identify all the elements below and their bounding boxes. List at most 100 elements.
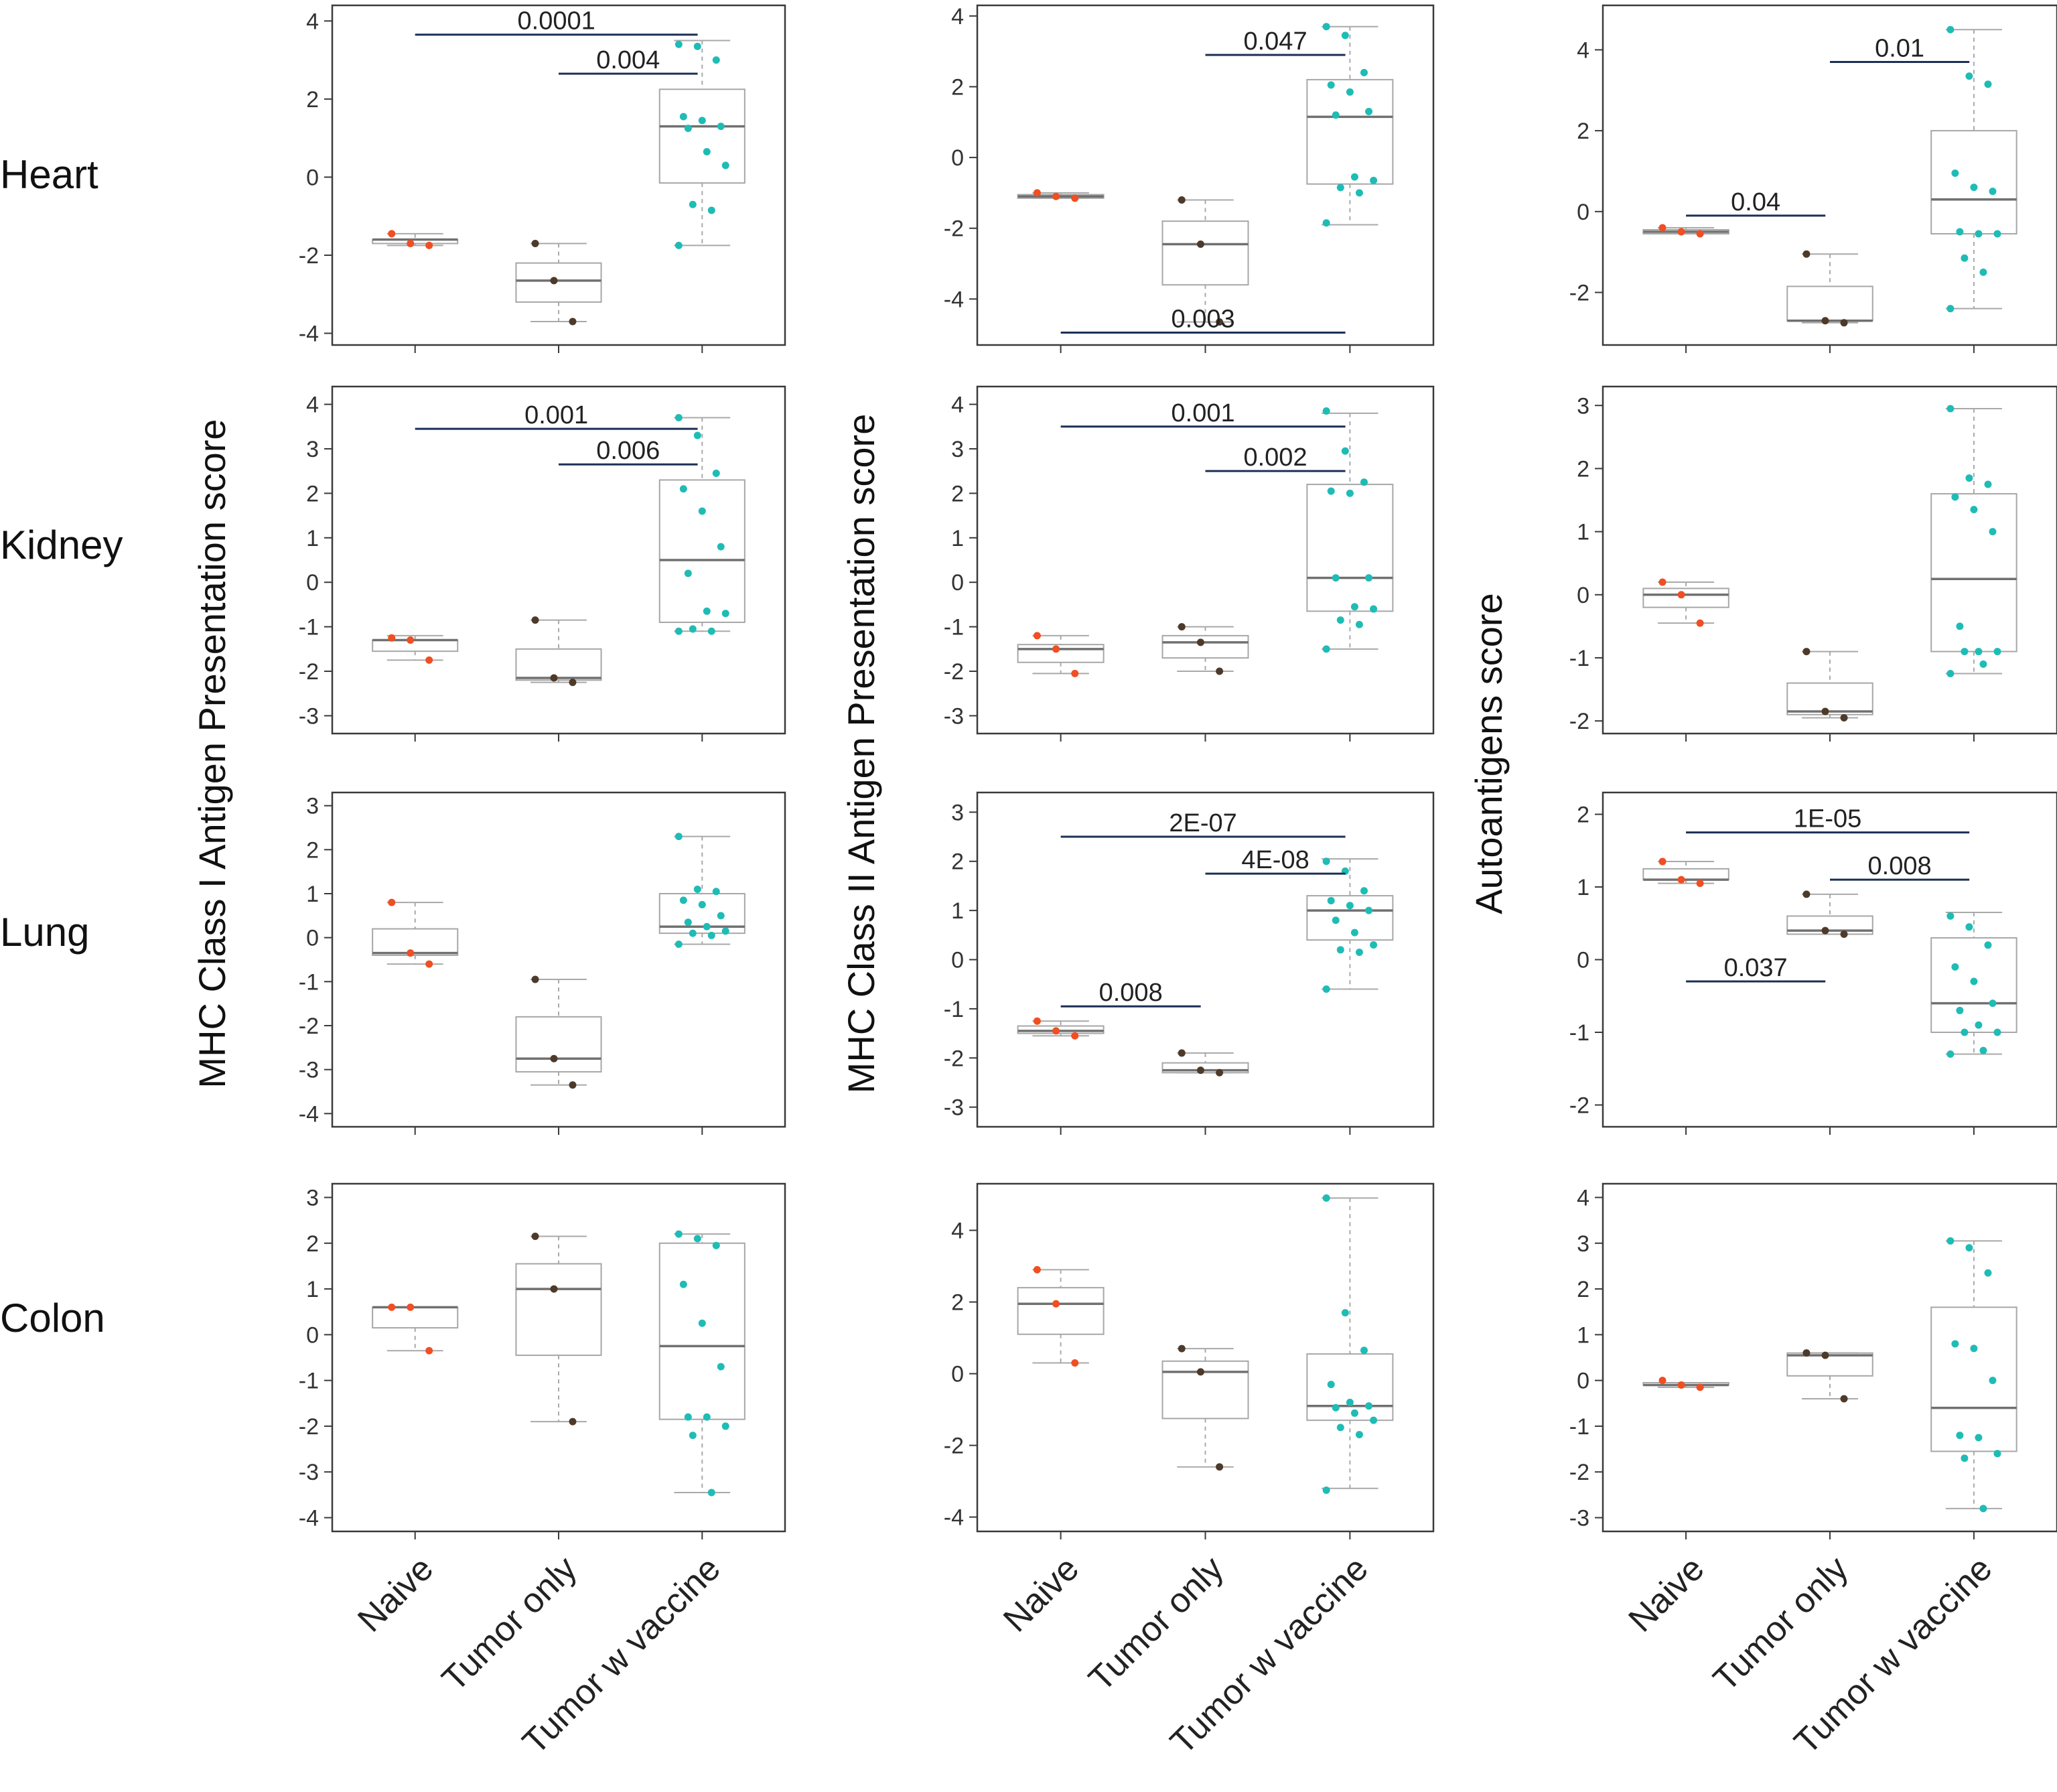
- box-tumor-only: [1786, 890, 1873, 939]
- box-naive: [1642, 1377, 1729, 1391]
- y-tick-label: 1: [1577, 520, 1589, 545]
- data-point: [1975, 230, 1983, 238]
- y-tick-label: 0: [951, 145, 964, 171]
- data-point: [679, 1280, 687, 1288]
- iqr-box: [1161, 1360, 1249, 1420]
- data-point: [1033, 1265, 1041, 1273]
- data-point: [1178, 623, 1186, 631]
- data-point: [1979, 1505, 1987, 1513]
- data-point: [721, 161, 729, 169]
- data-point: [1821, 707, 1829, 715]
- box-tumor-only: [515, 975, 602, 1089]
- data-point: [425, 241, 433, 249]
- data-point: [388, 1303, 396, 1311]
- data-point: [1360, 887, 1368, 895]
- box-tumor-only: [515, 239, 602, 326]
- y-tick-label: 0: [1577, 200, 1589, 225]
- iqr-box: [1930, 130, 2017, 235]
- data-point: [1677, 228, 1685, 236]
- data-point: [531, 1233, 539, 1241]
- data-point: [1975, 1434, 1983, 1442]
- y-tick-label: -4: [944, 1505, 964, 1531]
- iqr-box: [515, 262, 602, 303]
- p-value-label: 0.037: [1724, 954, 1788, 982]
- data-point: [1946, 670, 1955, 678]
- data-point: [1336, 946, 1344, 954]
- data-point: [1216, 1069, 1224, 1077]
- iqr-box: [1306, 1353, 1394, 1422]
- data-point: [721, 1422, 729, 1430]
- plot-frame: [976, 791, 1435, 1128]
- data-point: [684, 918, 692, 926]
- data-point: [1346, 88, 1354, 96]
- iqr-box: [1930, 1306, 2017, 1452]
- data-point: [425, 1347, 433, 1355]
- data-point: [407, 1303, 415, 1311]
- data-point: [531, 239, 539, 247]
- data-point: [1956, 1432, 1964, 1440]
- data-point: [693, 885, 701, 893]
- data-point: [679, 485, 687, 493]
- data-point: [1946, 25, 1955, 33]
- data-point: [1946, 1050, 1955, 1058]
- y-tick-label: -2: [299, 243, 319, 269]
- y-tick-label: 4: [951, 4, 964, 29]
- y-tick-label: -3: [1569, 1506, 1589, 1531]
- p-value-label: 2E-07: [1169, 809, 1236, 837]
- x-category-label-naive: Naive: [996, 1549, 1086, 1639]
- data-point: [1360, 1347, 1368, 1355]
- box-naive: [1017, 189, 1105, 202]
- data-point: [1975, 1021, 1983, 1029]
- data-point: [679, 896, 687, 904]
- box-tumor-w-vaccine: [1930, 405, 2017, 678]
- data-point: [1322, 1194, 1330, 1202]
- data-point: [1965, 1244, 1973, 1252]
- data-point: [1033, 632, 1041, 640]
- y-tick-label: 0: [951, 948, 964, 973]
- data-point: [693, 1235, 701, 1243]
- data-point: [1989, 188, 1997, 196]
- box-tumor-w-vaccine: [1930, 911, 2017, 1058]
- data-point: [679, 113, 687, 121]
- y-tick-label: -2: [299, 1414, 319, 1440]
- data-point: [1658, 857, 1666, 866]
- box-naive: [1642, 224, 1729, 238]
- data-point: [1360, 68, 1368, 76]
- data-point: [531, 975, 539, 983]
- y-tick-label: -2: [944, 659, 964, 685]
- y-tick-label: 2: [951, 1290, 964, 1316]
- data-point: [1216, 667, 1224, 675]
- y-tick-label: 2: [951, 481, 964, 506]
- data-point: [1370, 605, 1378, 613]
- data-point: [1696, 619, 1704, 627]
- data-point: [1370, 176, 1378, 184]
- y-tick-label: -1: [1569, 1020, 1589, 1046]
- p-value-label: 0.001: [524, 401, 588, 429]
- data-point: [1677, 591, 1685, 599]
- y-tick-label: 0: [306, 1322, 319, 1348]
- significance-bracket: 0.04: [1686, 188, 1826, 217]
- data-point: [550, 1054, 558, 1062]
- data-point: [1196, 638, 1204, 646]
- y-tick-label: 3: [1577, 1231, 1589, 1257]
- data-point: [1951, 169, 1959, 177]
- data-point: [1071, 1032, 1079, 1040]
- data-point: [388, 898, 396, 906]
- data-point: [1979, 268, 1987, 276]
- panel-heart-mhc-ii: 4 2 0 -2 -4 0.047 0.003: [944, 4, 1435, 353]
- data-point: [1951, 493, 1959, 501]
- data-point: [1355, 948, 1363, 956]
- y-tick-label: 4: [306, 393, 319, 418]
- data-point: [1696, 880, 1704, 888]
- row-label-colon: Colon: [0, 1296, 105, 1340]
- significance-bracket: 0.006: [559, 437, 698, 466]
- y-tick-label: 2: [1577, 803, 1589, 828]
- y-tick-label: -2: [299, 659, 319, 685]
- y-axis-title-autoantigens: Autoantigens score: [1468, 593, 1510, 914]
- data-point: [1341, 31, 1349, 40]
- data-point: [1965, 474, 1973, 482]
- significance-bracket: 0.002: [1205, 443, 1346, 472]
- p-value-label: 0.001: [1172, 399, 1235, 427]
